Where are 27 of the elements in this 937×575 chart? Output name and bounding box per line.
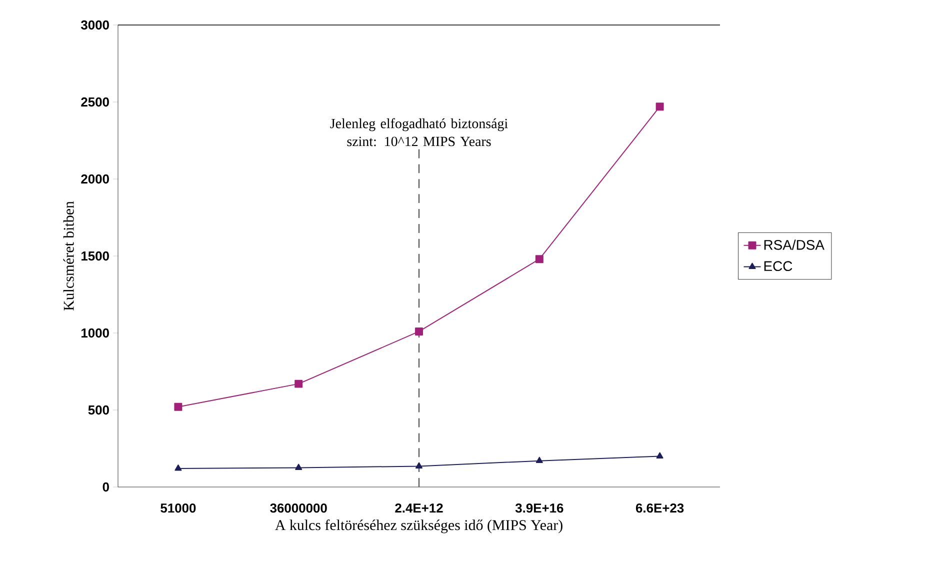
x-axis-title: A kulcs feltöréséhez szükséges idő (MIPS Year) xyxy=(275,520,562,534)
x-tick-label: 36000000 xyxy=(270,503,327,513)
x-tick-label: 3.9E+16 xyxy=(515,503,564,513)
x-tick-label: 51000 xyxy=(160,503,196,513)
y-tick-label: 2000 xyxy=(81,174,109,184)
point xyxy=(656,452,664,458)
point xyxy=(294,380,303,388)
y-tick-label: 1500 xyxy=(81,251,109,261)
y-tick-label: 0 xyxy=(102,482,109,492)
x-tick-label: 2.4E+12 xyxy=(395,503,443,513)
point xyxy=(415,462,423,468)
y-tick-label: 500 xyxy=(88,405,109,415)
point xyxy=(415,327,423,336)
point xyxy=(295,464,302,470)
y-axis-title: Kulcsméret bitben xyxy=(63,201,74,311)
y-tick-label: 2500 xyxy=(81,97,109,107)
point xyxy=(174,402,182,411)
y-tick-label: 1000 xyxy=(81,328,109,338)
x-tick-label: 6.6E+23 xyxy=(636,503,684,513)
legend-label: RSA/DSA xyxy=(764,240,824,250)
point xyxy=(536,456,543,464)
y-tick-label: 3000 xyxy=(80,20,109,30)
point xyxy=(656,102,664,111)
ref-line-label: Jelenleg elfogadható biztonsági szint: 10^12 MIPS Years xyxy=(330,118,508,146)
point xyxy=(174,464,182,471)
legend-label: ECC xyxy=(764,261,792,272)
point xyxy=(535,255,544,264)
